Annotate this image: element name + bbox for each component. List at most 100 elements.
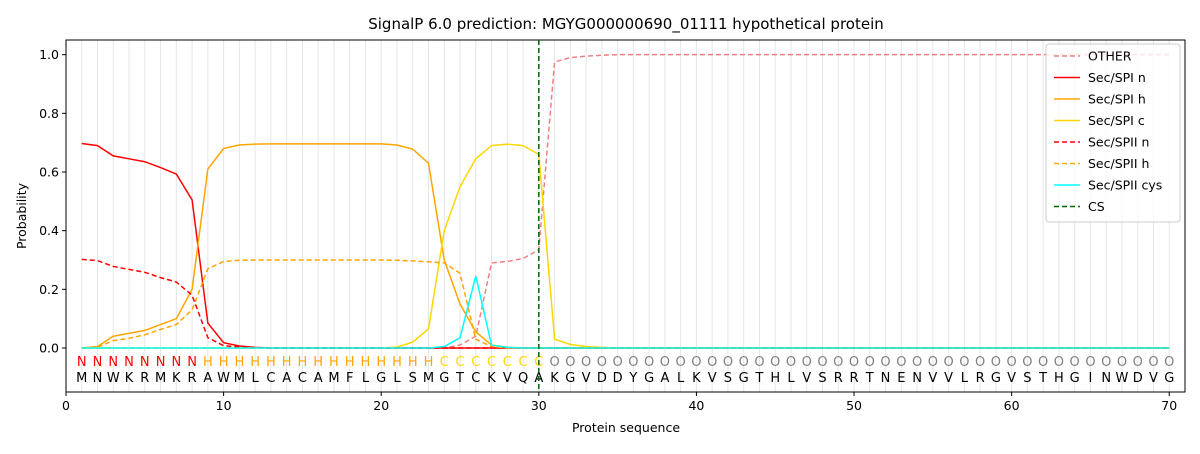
residue-label: C <box>298 371 307 386</box>
legend-label: Sec/SPII n <box>1088 135 1149 150</box>
residue-label: C <box>266 371 275 386</box>
legend-box <box>1045 43 1181 223</box>
residue-label: N <box>93 371 103 386</box>
series-line <box>81 275 1170 349</box>
residue-label: H <box>770 371 780 386</box>
region-label: C <box>503 355 512 370</box>
residue-label: S <box>1023 371 1031 386</box>
region-label: O <box>1054 355 1064 370</box>
region-label: O <box>817 355 827 370</box>
residue-label: G <box>1164 371 1174 386</box>
region-label: O <box>644 355 654 370</box>
region-label: H <box>250 355 260 370</box>
legend-label: OTHER <box>1088 49 1132 64</box>
region-label: O <box>723 355 733 370</box>
residue-label: K <box>692 371 701 386</box>
region-label: O <box>849 355 859 370</box>
residue-label: F <box>346 371 353 386</box>
region-label: O <box>943 355 953 370</box>
region-label: O <box>1022 355 1032 370</box>
x-tick-label: 40 <box>688 398 704 413</box>
residue-label: T <box>1038 371 1047 386</box>
x-tick-label: 10 <box>216 398 232 413</box>
residue-label: N <box>881 371 891 386</box>
x-tick-label: 60 <box>1004 398 1020 413</box>
legend-label: Sec/SPI c <box>1088 113 1145 128</box>
residue-label: G <box>1070 371 1080 386</box>
region-label: O <box>959 355 969 370</box>
region-label: H <box>392 355 402 370</box>
region-label: H <box>329 355 339 370</box>
residue-label: I <box>1089 371 1093 386</box>
region-label: N <box>156 355 166 370</box>
region-label: O <box>676 355 686 370</box>
residue-label: V <box>1007 371 1016 386</box>
residue-label: M <box>76 371 87 386</box>
residue-label: V <box>708 371 717 386</box>
region-label: H <box>266 355 276 370</box>
region-label: N <box>77 355 87 370</box>
residue-label: V <box>928 371 937 386</box>
residue-label: M <box>234 371 245 386</box>
region-label: N <box>171 355 181 370</box>
region-label: O <box>1117 355 1127 370</box>
y-tick-label: 1.0 <box>39 47 59 62</box>
legend-label: Sec/SPII h <box>1088 156 1149 171</box>
region-label: H <box>361 355 371 370</box>
legend-label: Sec/SPII cys <box>1088 178 1162 193</box>
region-label: N <box>187 355 197 370</box>
legend-label: CS <box>1088 199 1105 214</box>
region-label: H <box>203 355 213 370</box>
y-tick-label: 0.2 <box>39 282 59 297</box>
region-label: O <box>865 355 875 370</box>
x-tick-label: 70 <box>1161 398 1177 413</box>
residue-label: G <box>565 371 575 386</box>
x-tick-label: 0 <box>62 398 70 413</box>
region-label: O <box>1164 355 1174 370</box>
residue-label: V <box>802 371 811 386</box>
residue-label: K <box>172 371 181 386</box>
residue-label: L <box>787 371 795 386</box>
region-label: O <box>549 355 559 370</box>
y-tick-label: 0.6 <box>39 165 59 180</box>
residue-label: G <box>376 371 386 386</box>
region-label: H <box>298 355 308 370</box>
residue-label: R <box>834 371 843 386</box>
residue-label: M <box>155 371 166 386</box>
residue-label: R <box>188 371 197 386</box>
residue-label: M <box>423 371 434 386</box>
residue-label: H <box>1054 371 1064 386</box>
residue-label: K <box>550 371 559 386</box>
region-label: O <box>991 355 1001 370</box>
residue-label: T <box>754 371 763 386</box>
residue-label: G <box>644 371 654 386</box>
region-label: O <box>786 355 796 370</box>
x-tick-label: 20 <box>373 398 389 413</box>
region-label: C <box>519 355 528 370</box>
region-label: C <box>455 355 464 370</box>
residue-label: Y <box>628 371 637 386</box>
residue-label: A <box>314 371 323 386</box>
region-label: O <box>802 355 812 370</box>
residue-label: D <box>613 371 623 386</box>
region-label: O <box>597 355 607 370</box>
region-label: C <box>440 355 449 370</box>
region-label: N <box>93 355 103 370</box>
region-label: N <box>140 355 150 370</box>
region-label: O <box>912 355 922 370</box>
region-label: O <box>928 355 938 370</box>
residue-label: R <box>850 371 859 386</box>
region-label: H <box>376 355 386 370</box>
residue-label: L <box>252 371 260 386</box>
residue-label: L <box>393 371 401 386</box>
residue-label: L <box>677 371 685 386</box>
region-label: O <box>581 355 591 370</box>
residue-label: S <box>724 371 732 386</box>
region-label: O <box>833 355 843 370</box>
region-label: H <box>424 355 434 370</box>
residue-label: K <box>125 371 134 386</box>
region-label: O <box>754 355 764 370</box>
y-tick-label: 0.0 <box>39 341 59 356</box>
residue-label: N <box>1101 371 1111 386</box>
